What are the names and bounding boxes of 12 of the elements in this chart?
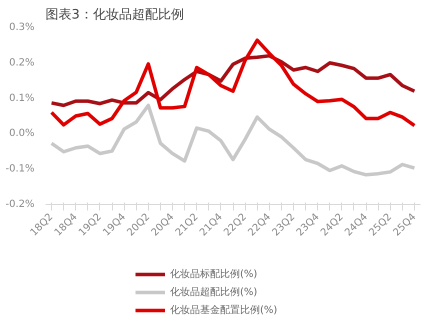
- legend-label: 化妆品标配比例(%): [170, 268, 258, 281]
- y-tick-label: -0.2%: [5, 199, 34, 210]
- line-series: [50, 38, 416, 128]
- y-tick-label: 0.2%: [9, 57, 34, 68]
- y-tick-label: 0.0%: [9, 128, 34, 140]
- legend-label: 化妆品超配比例(%): [170, 286, 258, 299]
- y-tick-label: -0.1%: [5, 164, 34, 175]
- y-tick-label: 0.3%: [9, 22, 34, 33]
- y-tick-label: 0.1%: [9, 92, 34, 104]
- legend-label: 化妆品基金配置比例(%): [170, 304, 278, 317]
- chart-title: 图表3：化妆品超配比例: [46, 8, 184, 22]
- line-series: [50, 104, 416, 177]
